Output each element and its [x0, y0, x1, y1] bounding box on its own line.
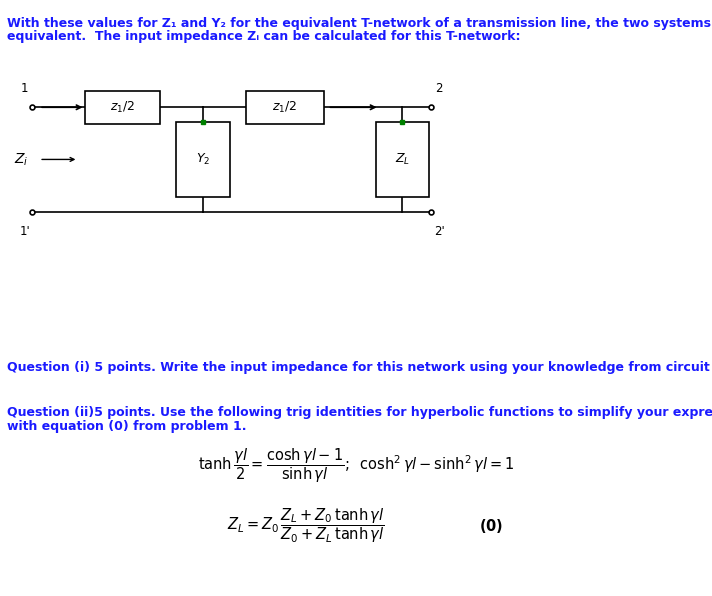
Text: $z_1/2$: $z_1/2$ [273, 100, 297, 115]
Text: $Z_L = Z_0\,\dfrac{Z_L+Z_0\,\tanh\gamma l}{Z_0+Z_L\,\tanh\gamma l}$: $Z_L = Z_0\,\dfrac{Z_L+Z_0\,\tanh\gamma … [227, 507, 385, 545]
Text: Question (ii)5 points. Use the following trig identities for hyperbolic function: Question (ii)5 points. Use the following… [7, 406, 712, 420]
Text: 1': 1' [19, 225, 31, 238]
Text: Question (i) 5 points. Write the input impedance for this network using your kno: Question (i) 5 points. Write the input i… [7, 361, 712, 374]
Bar [246, 91, 324, 124]
Text: $Y_2$: $Y_2$ [196, 152, 210, 167]
Text: With these values for Z₁ and Y₂ for the equivalent T-network of a transmission l: With these values for Z₁ and Y₂ for the … [7, 17, 712, 30]
Text: 2: 2 [436, 82, 443, 95]
Text: with equation (0) from problem 1.: with equation (0) from problem 1. [7, 420, 246, 433]
Text: $\mathbf{(0)}$: $\mathbf{(0)}$ [479, 517, 503, 535]
Text: $Z_L$: $Z_L$ [394, 152, 410, 167]
Text: $\mathrm{tanh}\,\dfrac{\gamma l}{2} = \dfrac{\cosh\gamma l - 1}{\sinh\gamma l}$$: $\mathrm{tanh}\,\dfrac{\gamma l}{2} = \d… [198, 447, 514, 485]
Bar [85, 91, 160, 124]
Text: 1: 1 [21, 82, 28, 95]
Text: $Z_i$: $Z_i$ [14, 151, 28, 167]
Bar [176, 122, 229, 197]
Bar [376, 122, 429, 197]
Text: $z_1/2$: $z_1/2$ [110, 100, 135, 115]
Text: 2': 2' [434, 225, 445, 238]
Text: equivalent.  The input impedance Zᵢ can be calculated for this T-network:: equivalent. The input impedance Zᵢ can b… [7, 30, 520, 43]
